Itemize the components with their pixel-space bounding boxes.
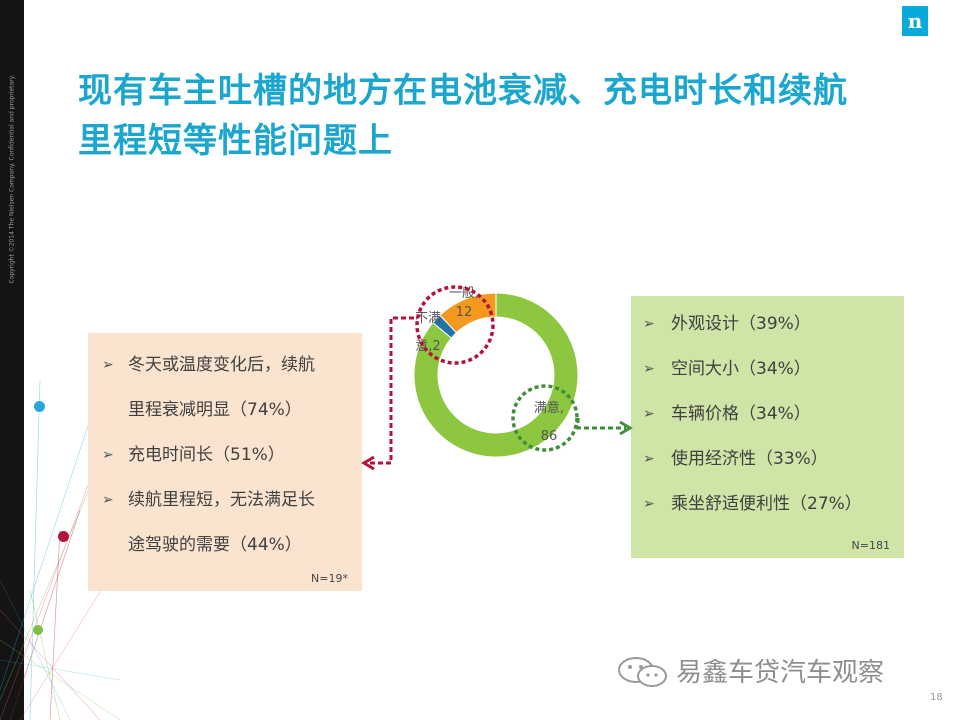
arrow-bullet-icon: ➢ bbox=[102, 447, 114, 463]
list-item: ➢ 续航里程短，无法满足长 途驾驶的需要（44%） bbox=[102, 478, 344, 568]
slice-label-0-line-0: 一般, bbox=[449, 285, 479, 301]
sample-size-label: N=19* bbox=[311, 572, 348, 585]
slice-label-2-line-1: 86 bbox=[541, 429, 558, 444]
page-number: 18 bbox=[930, 692, 943, 703]
sample-size-label: N=181 bbox=[851, 539, 890, 552]
item-text-line-1: 续航里程短，无法满足长 bbox=[128, 490, 315, 510]
slice-label-2-line-0: 满意, bbox=[534, 400, 564, 416]
item-text: 外观设计（39%） bbox=[671, 314, 811, 334]
donut-slice-2 bbox=[413, 292, 579, 458]
list-item: ➢ 乘坐舒适便利性（27%） bbox=[643, 482, 888, 527]
deco-dot-green bbox=[33, 625, 43, 635]
satisfaction-panel: ➢ 外观设计（39%） ➢ 空间大小（34%） ➢ 车辆价格（34%） ➢ 使用经济性（… bbox=[631, 296, 904, 558]
title-line-2: 里程短等性能问题上 bbox=[78, 121, 393, 161]
list-item: ➢ 外观设计（39%） bbox=[643, 302, 888, 347]
list-item: ➢ 冬天或温度变化后，续航 里程衰减明显（74%） bbox=[102, 343, 344, 433]
list-item: ➢ 充电时间长（51%） bbox=[102, 433, 344, 478]
slice-label-1-line-0: 不满 bbox=[415, 311, 441, 326]
red-arrowhead-icon bbox=[361, 455, 375, 471]
arrow-bullet-icon: ➢ bbox=[643, 316, 655, 332]
deco-dot-red bbox=[58, 531, 69, 542]
page-title: 现有车主吐槽的地方在电池衰减、充电时长和续航 里程短等性能问题上 bbox=[78, 66, 918, 166]
satisfaction-list: ➢ 外观设计（39%） ➢ 空间大小（34%） ➢ 车辆价格（34%） ➢ 使用经济性（… bbox=[631, 296, 904, 527]
dissatisfaction-panel: ➢ 冬天或温度变化后，续航 里程衰减明显（74%） ➢ 充电时间长（51%） ➢… bbox=[88, 333, 362, 591]
item-text-line-2: 途驾驶的需要（44%） bbox=[128, 535, 302, 555]
slice-label-1-line-1: 意,2 bbox=[415, 338, 440, 354]
wechat-icon bbox=[618, 657, 667, 687]
item-text-line-1: 充电时间长（51%） bbox=[128, 445, 285, 465]
list-item: ➢ 车辆价格（34%） bbox=[643, 392, 888, 437]
decorative-line-art bbox=[0, 379, 120, 720]
red-connector-arrow bbox=[368, 316, 414, 465]
item-text: 乘坐舒适便利性（27%） bbox=[671, 494, 862, 514]
item-text: 车辆价格（34%） bbox=[671, 404, 811, 424]
green-connector-arrow bbox=[576, 418, 626, 430]
arrow-bullet-icon: ➢ bbox=[643, 496, 655, 512]
arrow-bullet-icon: ➢ bbox=[643, 406, 655, 422]
arrow-bullet-icon: ➢ bbox=[643, 451, 655, 467]
unsatisfied-highlight-circle bbox=[415, 285, 495, 365]
arrow-bullet-icon: ➢ bbox=[102, 357, 114, 373]
arrow-bullet-icon: ➢ bbox=[102, 492, 114, 508]
list-item: ➢ 空间大小（34%） bbox=[643, 347, 888, 392]
item-text-line-2: 里程衰减明显（74%） bbox=[128, 400, 302, 420]
arrow-bullet-icon: ➢ bbox=[643, 361, 655, 377]
left-decorative-strip bbox=[0, 0, 24, 720]
item-text: 使用经济性（33%） bbox=[671, 449, 828, 469]
deco-dot-blue bbox=[34, 401, 45, 412]
nielsen-logo: n bbox=[902, 6, 928, 36]
watermark-text: 易鑫车贷汽车观察 bbox=[676, 658, 885, 688]
slice-label-0-line-1: 12 bbox=[456, 305, 473, 320]
title-line-1: 现有车主吐槽的地方在电池衰减、充电时长和续航 bbox=[78, 71, 848, 111]
item-text: 空间大小（34%） bbox=[671, 359, 811, 379]
green-arrowhead-icon bbox=[619, 420, 633, 436]
donut-labels: 一般, 12 不满意,2 满意, 86 bbox=[415, 285, 564, 444]
dissatisfaction-list: ➢ 冬天或温度变化后，续航 里程衰减明显（74%） ➢ 充电时间长（51%） ➢… bbox=[88, 333, 362, 568]
list-item: ➢ 使用经济性（33%） bbox=[643, 437, 888, 482]
item-text-line-1: 冬天或温度变化后，续航 bbox=[128, 355, 315, 375]
